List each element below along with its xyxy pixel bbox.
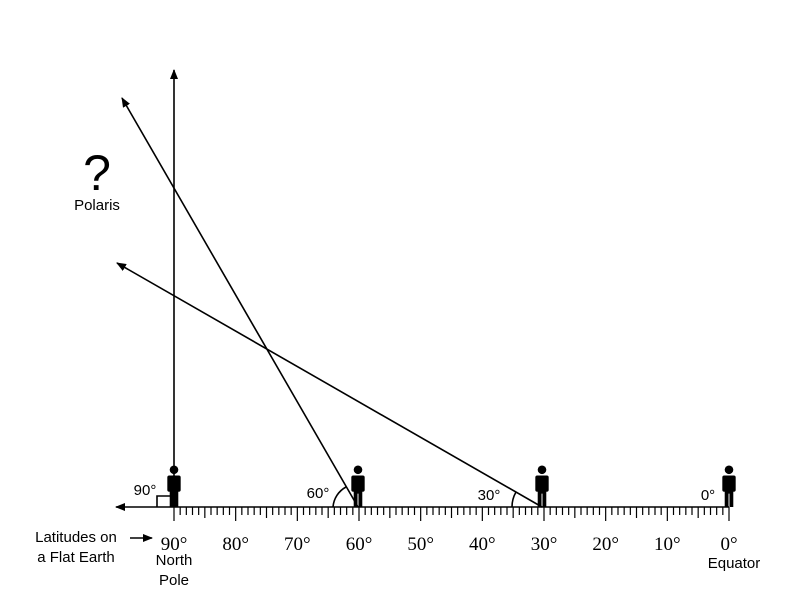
scale-label: 10° (654, 534, 681, 555)
right-angle (156, 495, 170, 507)
rays (116, 69, 543, 508)
angle-label: 60° (307, 485, 330, 502)
scale-label: 0° (720, 534, 737, 555)
person-icon (350, 464, 366, 508)
person-icon (534, 464, 550, 508)
polaris-question: ? (83, 145, 111, 201)
polaris-label: Polaris (74, 197, 120, 214)
latitude-scale (115, 503, 730, 542)
polaris-ray-30 (116, 262, 543, 508)
polaris-ray-60 (121, 97, 359, 508)
scale-label: 20° (592, 534, 619, 555)
scale-label: 70° (284, 534, 311, 555)
angle-label: 30° (478, 487, 501, 504)
north-pole-label: North (156, 552, 193, 569)
scale-label: 50° (407, 534, 434, 555)
scale-label: 40° (469, 534, 496, 555)
equator-label: Equator (708, 555, 761, 572)
scale-label: 60° (346, 534, 373, 555)
angle-label: 90° (134, 482, 157, 499)
scale-label: 90° (161, 534, 188, 555)
angle-arc-60 (332, 486, 347, 508)
angle-label: 0° (701, 487, 715, 504)
caption-line: a Flat Earth (37, 549, 115, 566)
people (166, 464, 737, 508)
angle-arc-30 (511, 491, 517, 508)
scale-label: 80° (222, 534, 249, 555)
person-icon (721, 464, 737, 508)
scale-label: 30° (531, 534, 558, 555)
north-pole-label: Pole (159, 572, 189, 589)
caption-line: Latitudes on (35, 529, 117, 546)
